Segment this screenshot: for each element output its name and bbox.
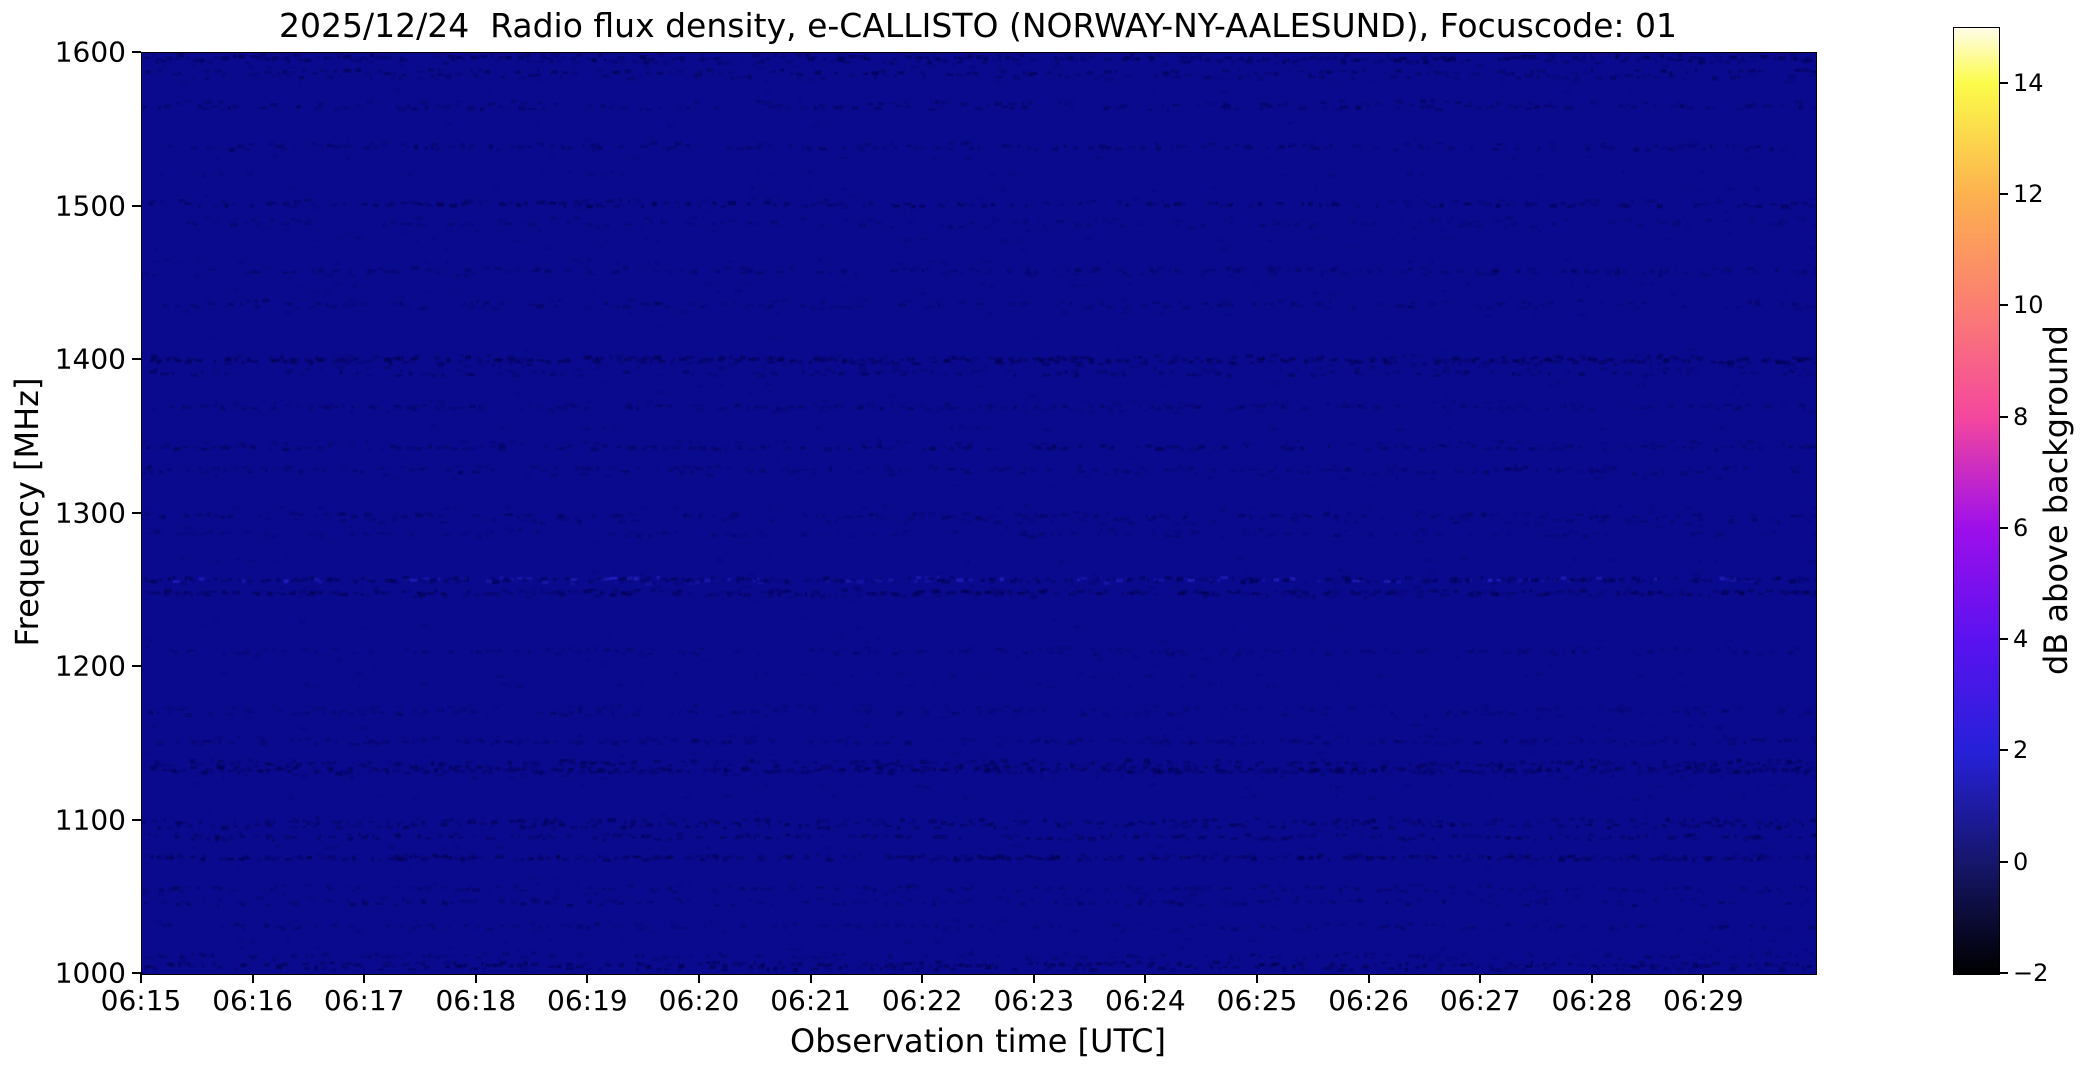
colorbar-tick-mark — [2000, 192, 2008, 195]
x-tick-label: 06:22 — [881, 984, 963, 1017]
x-tick-mark — [140, 974, 142, 983]
x-tick-mark — [474, 974, 477, 983]
y-tick-mark — [132, 665, 141, 667]
colorbar-tick-label: 0 — [2013, 847, 2029, 876]
x-tick-mark — [1590, 974, 1593, 983]
x-tick-mark — [1032, 974, 1035, 983]
colorbar-tick-label: 8 — [2013, 402, 2029, 431]
x-tick-mark — [1144, 974, 1147, 983]
x-tick-mark — [1367, 974, 1370, 983]
y-tick-mark — [132, 972, 141, 974]
colorbar-tick-label: 2 — [2013, 736, 2029, 765]
colorbar-tick-label: 6 — [2013, 513, 2029, 542]
colorbar-gradient — [1954, 28, 1999, 974]
y-tick-label: 1500 — [54, 189, 126, 222]
y-tick-label: 1400 — [54, 342, 126, 376]
x-tick-label: 06:16 — [212, 984, 293, 1017]
x-tick-label: 06:20 — [658, 984, 740, 1017]
x-tick-label: 06:18 — [435, 984, 517, 1017]
colorbar-tick-mark — [2000, 415, 2008, 418]
x-tick-mark — [698, 974, 700, 983]
y-tick-mark — [132, 818, 141, 821]
colorbar-tick-mark — [2000, 304, 2008, 307]
colorbar-tick-label: −2 — [2013, 959, 2049, 987]
x-tick-label: 06:15 — [100, 984, 182, 1017]
x-tick-mark — [363, 974, 366, 983]
colorbar-tick-mark — [2000, 81, 2008, 84]
x-tick-mark — [921, 974, 924, 983]
x-tick-mark — [1702, 974, 1705, 983]
colorbar-tick-label: 14 — [2013, 68, 2044, 97]
y-tick-mark — [132, 204, 141, 207]
y-tick-label: 1000 — [54, 956, 126, 990]
colorbar-tick-mark — [2000, 860, 2008, 863]
x-tick-mark — [1256, 974, 1258, 983]
x-tick-label: 06:26 — [1328, 984, 1409, 1017]
x-tick-mark — [809, 974, 812, 983]
colorbar-tick-mark — [2000, 638, 2008, 641]
x-tick-label: 06:25 — [1216, 984, 1298, 1017]
plot-title: 2025/12/24 Radio flux density, e-CALLIST… — [278, 6, 1678, 45]
x-tick-label: 06:28 — [1551, 984, 1633, 1017]
x-tick-label: 06:23 — [993, 984, 1075, 1017]
colorbar-tick-label: 4 — [2013, 625, 2029, 654]
y-tick-label: 1200 — [54, 649, 126, 683]
colorbar-tick-mark — [2000, 749, 2008, 752]
spectrogram-heatmap — [142, 53, 1816, 974]
x-tick-label: 06:21 — [770, 984, 851, 1017]
y-tick-mark — [132, 358, 141, 360]
x-tick-label: 06:17 — [323, 984, 405, 1017]
x-tick-mark — [586, 974, 589, 983]
x-tick-mark — [251, 974, 254, 983]
y-tick-label: 1600 — [54, 35, 126, 69]
colorbar-tick-mark — [2000, 972, 2008, 974]
colorbar-tick-mark — [2000, 526, 2008, 529]
x-tick-label: 06:24 — [1105, 984, 1186, 1017]
y-tick-mark — [132, 51, 141, 53]
x-tick-mark — [1479, 974, 1482, 983]
x-tick-label: 06:29 — [1663, 984, 1744, 1017]
y-tick-mark — [132, 511, 141, 514]
y-tick-label: 1100 — [54, 803, 126, 836]
colorbar-tick-label: 10 — [2013, 291, 2044, 320]
y-axis-label: Frequency [MHz] — [8, 377, 46, 647]
colorbar — [1953, 27, 2000, 975]
x-axis-label: Observation time [UTC] — [790, 1022, 1166, 1060]
y-tick-label: 1300 — [54, 496, 126, 529]
plot-area — [141, 52, 1817, 975]
colorbar-label: dB above background — [2037, 325, 2075, 675]
colorbar-tick-label: 12 — [2013, 179, 2044, 208]
x-tick-label: 06:19 — [547, 984, 628, 1017]
x-tick-label: 06:27 — [1439, 984, 1521, 1017]
